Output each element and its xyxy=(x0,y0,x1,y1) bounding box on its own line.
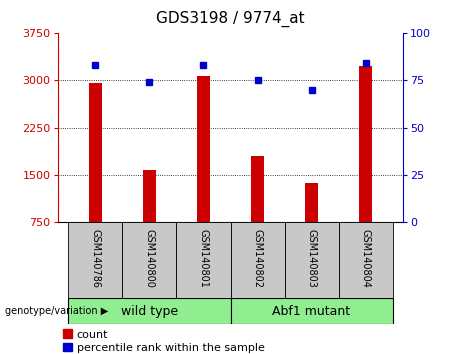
Bar xyxy=(284,222,338,298)
Bar xyxy=(68,298,230,324)
Bar xyxy=(68,222,123,298)
Bar xyxy=(251,156,264,222)
Text: GSM140801: GSM140801 xyxy=(199,229,208,288)
Text: GSM140803: GSM140803 xyxy=(307,229,317,288)
Bar xyxy=(338,222,393,298)
Bar xyxy=(143,170,156,222)
Bar xyxy=(230,298,393,324)
Text: GSM140800: GSM140800 xyxy=(144,229,154,288)
Text: GSM140804: GSM140804 xyxy=(361,229,371,288)
Text: GSM140802: GSM140802 xyxy=(253,229,262,289)
Bar xyxy=(89,84,102,222)
Bar xyxy=(197,76,210,222)
Bar xyxy=(123,222,177,298)
Text: genotype/variation ▶: genotype/variation ▶ xyxy=(5,306,108,316)
Text: wild type: wild type xyxy=(121,305,178,318)
Bar xyxy=(305,183,318,222)
Legend: count, percentile rank within the sample: count, percentile rank within the sample xyxy=(63,330,265,353)
Text: GDS3198 / 9774_at: GDS3198 / 9774_at xyxy=(156,11,305,27)
Text: GSM140786: GSM140786 xyxy=(90,229,100,289)
Bar xyxy=(359,66,372,222)
Bar xyxy=(230,222,284,298)
Bar xyxy=(177,222,230,298)
Text: Abf1 mutant: Abf1 mutant xyxy=(272,305,351,318)
